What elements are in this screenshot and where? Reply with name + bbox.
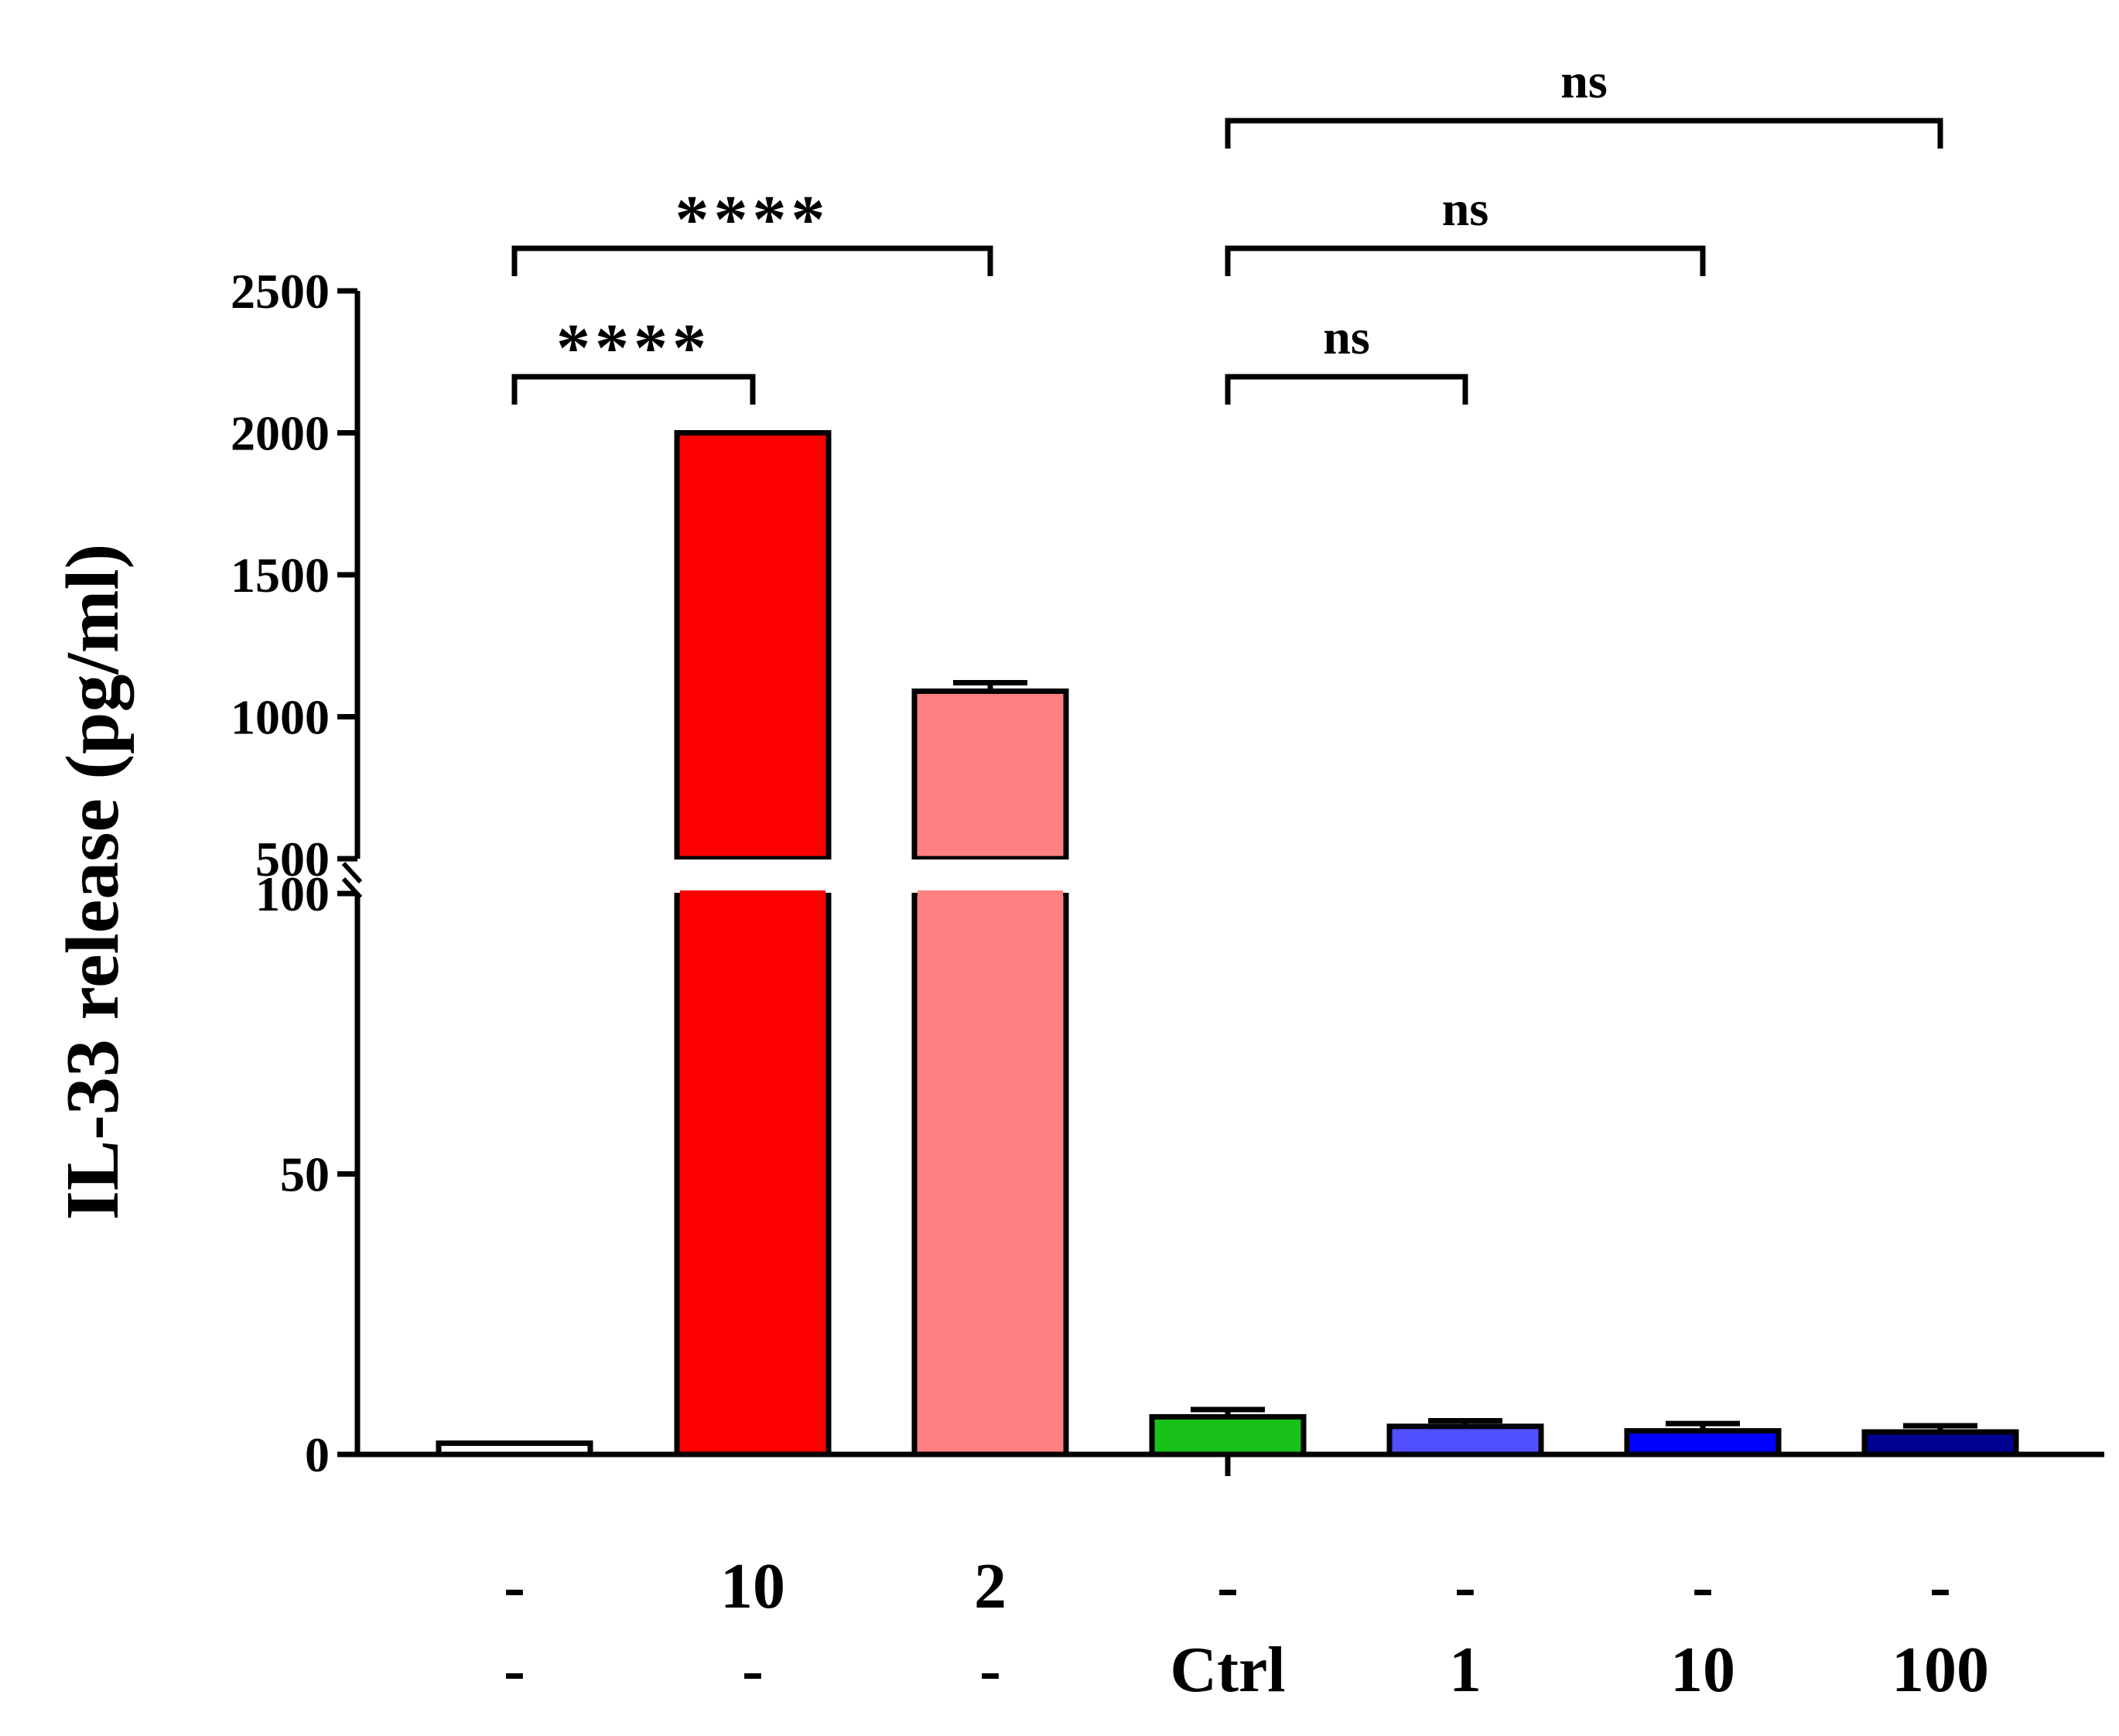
x-label-row1: - — [1217, 1550, 1239, 1622]
x-label-row1: 2 — [974, 1550, 1007, 1622]
bar — [1386, 1423, 1544, 1457]
significance-bracket — [1225, 245, 1706, 276]
y-tick-label: 100 — [255, 866, 330, 921]
x-label-row2: 100 — [1892, 1634, 1989, 1706]
significance-label: **** — [675, 183, 830, 258]
y-tick-label: 1000 — [231, 690, 330, 745]
significance-label: ns — [1560, 53, 1608, 108]
bar-lower-segment — [674, 890, 832, 1457]
significance-bracket — [511, 245, 993, 276]
significance-label: ns — [1323, 309, 1370, 364]
significance-label: **** — [556, 311, 711, 386]
y-tick-label: 1500 — [231, 548, 330, 603]
axis-break-gap — [910, 859, 1071, 893]
significance-layer: **** **** ns ns ns — [511, 53, 1943, 405]
y-tick-label: 500 — [255, 832, 330, 887]
significance-bracket — [1225, 374, 1468, 405]
significance-bracket — [1225, 118, 1943, 149]
y-axis-label: IL-33 release (pg/ml) — [51, 544, 135, 1221]
significance-label: ns — [1442, 181, 1489, 236]
x-label-row2: - — [742, 1634, 764, 1706]
axis-break-mark — [341, 877, 363, 900]
bar — [1149, 1413, 1307, 1457]
x-label-row1: - — [1454, 1550, 1476, 1622]
y-tick-label: 50 — [280, 1147, 330, 1202]
x-label-row1: - — [1692, 1550, 1714, 1622]
axis-break-mark — [341, 861, 363, 884]
x-label-row2: - — [979, 1634, 1001, 1706]
y-tick-label: 2000 — [231, 406, 330, 461]
axis-break-gap — [672, 859, 833, 893]
x-label-row1: - — [1929, 1550, 1951, 1622]
y-tick-label: 0 — [305, 1427, 330, 1482]
bar-lower-segment — [911, 890, 1069, 1457]
bar-upper-segment — [674, 430, 832, 862]
y-tick-label: 2500 — [231, 264, 330, 319]
bar-upper-segment — [911, 688, 1069, 862]
bar — [1624, 1428, 1782, 1457]
bar — [1861, 1429, 2019, 1457]
bars-layer — [436, 430, 2019, 1457]
x-label-row2: 1 — [1449, 1634, 1482, 1706]
x-label-row1: - — [504, 1550, 525, 1622]
x-label-row2: - — [504, 1634, 525, 1706]
x-label-row2: Ctrl — [1170, 1634, 1285, 1706]
significance-bracket — [511, 374, 756, 405]
x-label-row2: 10 — [1670, 1634, 1735, 1706]
x-label-row1: 10 — [720, 1550, 785, 1622]
x-labels-layer: - 10 2 - - - - - - - Ctrl 1 10 100 — [504, 1550, 1989, 1706]
